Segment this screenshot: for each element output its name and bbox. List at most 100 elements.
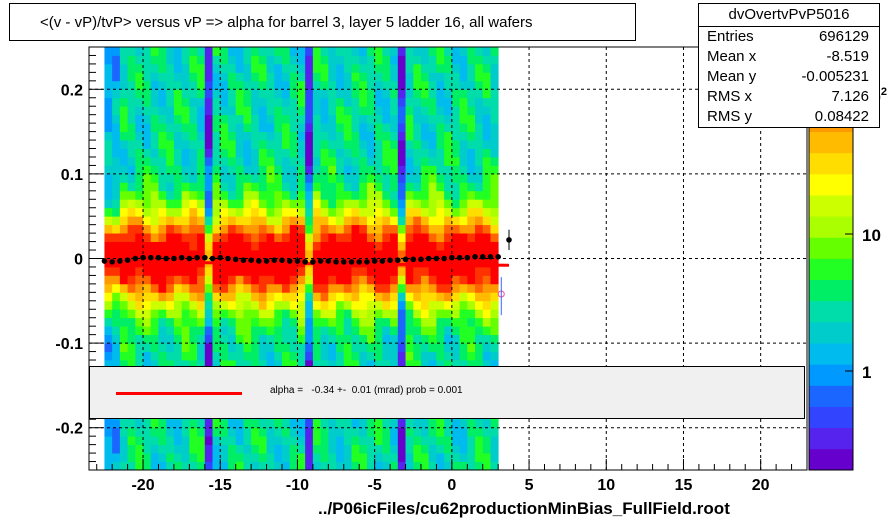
heat-cell: [119, 106, 128, 116]
heat-cell: [405, 436, 414, 446]
heat-cell: [235, 207, 244, 217]
heat-cell: [282, 233, 291, 242]
heat-cell: [312, 233, 322, 242]
heat-cell: [312, 309, 322, 319]
heat-cell: [158, 317, 167, 327]
heat-cell: [343, 131, 352, 141]
heat-cell: [104, 123, 113, 132]
heat-cell: [312, 360, 322, 369]
heat-cell: [444, 114, 453, 124]
heat-cell: [413, 156, 422, 166]
heat-cell: [289, 80, 298, 90]
heat-cell: [143, 436, 152, 446]
heat-cell: [413, 182, 422, 192]
heat-cell: [428, 461, 437, 471]
heat-cell: [390, 453, 399, 462]
heat-cell: [135, 207, 144, 217]
heat-cell: [390, 72, 399, 82]
heat-cell: [475, 97, 484, 107]
heat-cell: [366, 123, 376, 132]
heat-cell: [312, 207, 322, 217]
heat-cell: [127, 334, 136, 344]
heat-cell: [251, 131, 260, 141]
heat-cell: [282, 55, 291, 65]
palette-swatch: [809, 152, 853, 175]
heat-cell: [220, 283, 229, 293]
heat-cell: [104, 106, 113, 116]
heat-cell: [112, 300, 121, 310]
heat-cell: [475, 63, 484, 73]
heat-cell: [227, 351, 237, 361]
heat-cell: [436, 165, 445, 175]
heat-cell: [104, 292, 113, 302]
heat-cell: [336, 250, 345, 259]
heat-cell: [173, 199, 183, 209]
heat-cell: [451, 47, 460, 56]
heat-cell: [212, 173, 221, 183]
heat-cell: [482, 453, 491, 462]
heat-cell: [258, 250, 267, 259]
heat-cell: [204, 97, 213, 107]
heat-cell: [405, 97, 414, 107]
heat-cell: [274, 351, 283, 361]
heat-cell: [112, 326, 121, 336]
heat-cell: [359, 309, 368, 319]
heat-cell: [374, 156, 383, 166]
heat-cell: [158, 266, 167, 276]
profile-point: [495, 254, 501, 260]
heat-cell: [282, 241, 291, 251]
heat-cell: [382, 72, 391, 82]
heat-cell: [251, 419, 260, 429]
heat-cell: [475, 106, 484, 116]
heat-cell: [143, 148, 152, 158]
heat-cell: [312, 461, 322, 471]
heat-cell: [258, 207, 267, 217]
heat-cell: [104, 266, 113, 276]
heat-cell: [258, 309, 267, 319]
heat-cell: [413, 326, 422, 336]
heat-cell: [173, 173, 183, 183]
heat-cell: [189, 47, 198, 56]
heat-cell: [459, 334, 468, 344]
profile-point: [487, 254, 494, 260]
heat-cell: [173, 326, 183, 336]
profile-point: [256, 258, 262, 264]
heat-cell: [328, 55, 337, 65]
heat-cell: [235, 55, 244, 65]
heat-cell: [112, 453, 121, 462]
heat-cell: [444, 123, 453, 132]
heat-cell: [204, 72, 213, 82]
heat-cell: [135, 266, 144, 276]
heat-cell: [336, 275, 345, 285]
heat-cell: [297, 241, 306, 251]
heat-cell: [343, 309, 352, 319]
heat-cell: [413, 436, 422, 446]
heat-cell: [436, 427, 445, 437]
heat-cell: [366, 300, 376, 310]
heat-cell: [366, 131, 376, 141]
heat-cell: [251, 72, 260, 82]
heat-cell: [413, 131, 422, 141]
heat-cell: [336, 63, 345, 73]
heat-cell: [289, 233, 298, 242]
heat-cell: [359, 165, 368, 175]
heat-cell: [351, 165, 360, 175]
heat-cell: [227, 131, 237, 141]
heat-cell: [197, 241, 206, 251]
heat-cell: [467, 453, 476, 462]
heat-cell: [189, 80, 198, 90]
heat-cell: [320, 419, 329, 429]
heat-cell: [119, 266, 128, 276]
heat-cell: [150, 140, 159, 149]
heat-cell: [390, 97, 399, 107]
heat-cell: [351, 461, 360, 471]
heat-cell: [351, 97, 360, 107]
heat-cell: [475, 89, 484, 99]
heat-cell: [436, 233, 445, 242]
heat-cell: [320, 351, 329, 361]
heat-cell: [482, 419, 491, 429]
heat-cell: [150, 131, 159, 141]
heat-cell: [189, 419, 198, 429]
heat-cell: [359, 343, 368, 352]
heat-cell: [104, 283, 113, 293]
